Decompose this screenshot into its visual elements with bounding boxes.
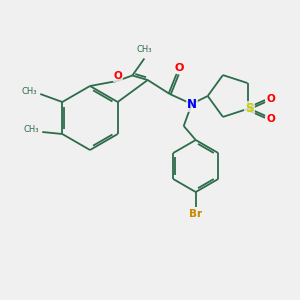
Text: O: O <box>266 114 275 124</box>
Text: N: N <box>187 98 197 110</box>
Text: O: O <box>266 94 275 104</box>
Text: O: O <box>114 71 122 81</box>
Text: Br: Br <box>189 209 202 219</box>
Text: O: O <box>174 63 183 73</box>
Text: S: S <box>245 102 254 116</box>
Text: CH₃: CH₃ <box>136 44 152 53</box>
Text: O: O <box>266 94 275 104</box>
Text: S: S <box>245 102 254 116</box>
Text: O: O <box>114 71 122 81</box>
Text: CH₃: CH₃ <box>24 125 39 134</box>
Text: N: N <box>187 98 197 110</box>
Text: CH₃: CH₃ <box>22 88 37 97</box>
Text: O: O <box>266 114 275 124</box>
Text: O: O <box>174 63 183 73</box>
Text: Br: Br <box>189 209 202 219</box>
